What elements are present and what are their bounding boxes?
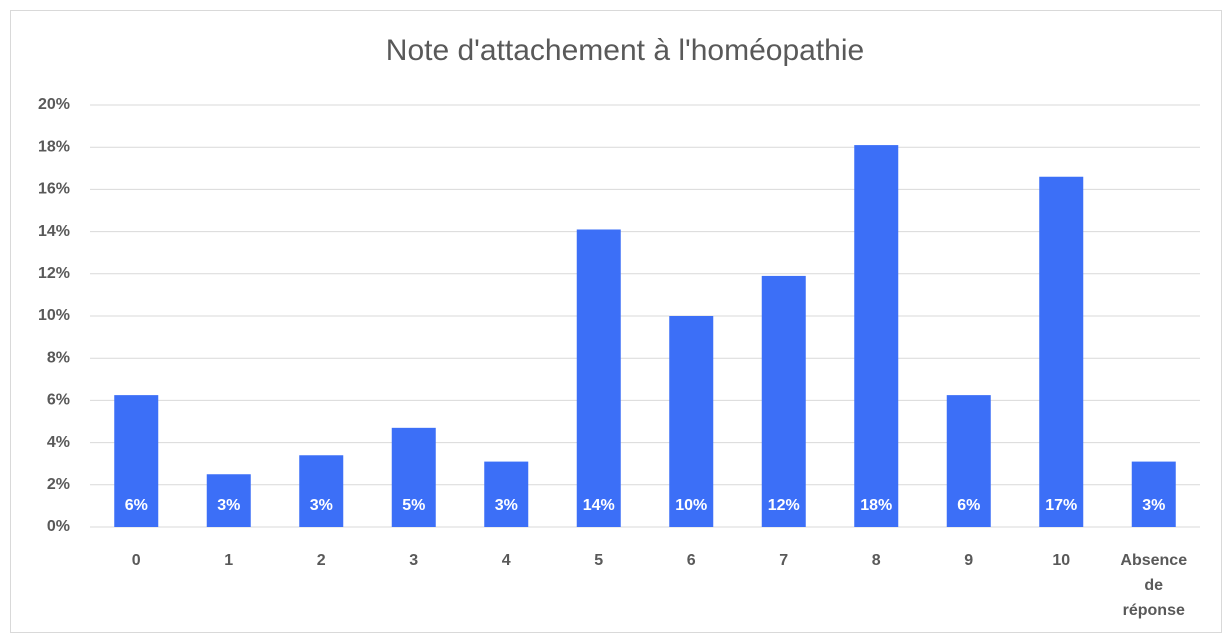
y-tick-label: 6% [47,392,70,409]
bar [669,316,714,527]
value-label: 3% [217,497,240,514]
value-label: 18% [860,497,892,514]
x-tick-label: 3 [409,552,419,569]
chart-title: Note d'attachement à l'homéopathie [386,34,864,67]
bar [1131,461,1176,527]
bar [484,461,529,527]
value-label: 5% [402,497,425,514]
x-tick-label: Absence de réponse [1120,552,1188,619]
x-tick-label: 8 [871,552,881,569]
y-tick-label: 18% [38,138,70,155]
value-label: 6% [957,497,980,514]
bar [761,275,806,527]
bar [854,145,899,527]
value-label: 17% [1045,497,1077,514]
y-tick-label: 4% [47,434,70,451]
x-tick-label: 10 [1052,552,1071,569]
y-tick-label: 0% [47,518,70,535]
bar [946,395,991,527]
x-tick-label: 1 [224,552,234,569]
x-tick-label: 0 [131,552,141,569]
value-label: 6% [125,497,148,514]
x-tick-label: 5 [594,552,604,569]
y-tick-label: 14% [38,223,70,240]
y-tick-label: 2% [47,476,70,493]
x-tick-label: 6 [686,552,696,569]
value-label: 14% [583,497,615,514]
x-tick-label: 7 [779,552,789,569]
bar [114,395,159,527]
value-label: 3% [495,497,518,514]
value-label: 12% [768,497,800,514]
y-tick-label: 20% [38,96,70,113]
bar [576,229,621,528]
y-tick-label: 16% [38,181,70,198]
x-tick-label: 4 [501,552,511,569]
bar [299,455,344,527]
bar [206,474,251,527]
bar [391,427,436,527]
y-tick-label: 10% [38,307,70,324]
value-label: 10% [675,497,707,514]
y-tick-label: 8% [47,349,70,366]
x-tick-label: 9 [964,552,974,569]
y-tick-label: 12% [38,265,70,282]
value-label: 3% [1142,497,1165,514]
x-tick-label: 2 [316,552,326,569]
value-label: 3% [310,497,333,514]
bar [1039,176,1084,528]
